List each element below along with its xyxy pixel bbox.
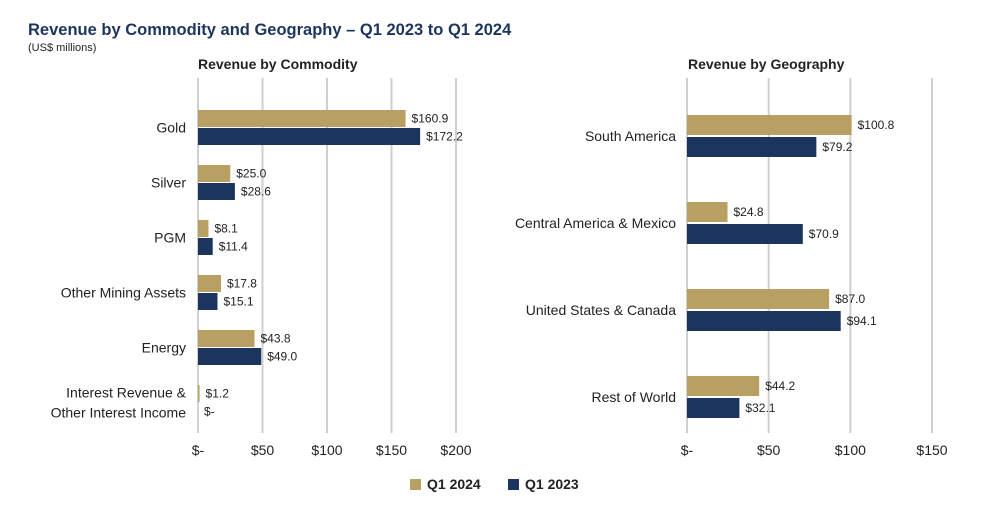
category-label-commodity: Energy (142, 340, 186, 356)
legend-label-q1-2023: Q1 2023 (525, 476, 579, 492)
bar-commodity-q1-2024 (198, 275, 221, 292)
bar-commodity-q1-2023 (198, 238, 213, 255)
panel-title-commodity: Revenue by Commodity (198, 56, 358, 72)
data-label-geography: $100.8 (858, 118, 895, 132)
category-label-line: PGM (154, 230, 186, 246)
data-label-commodity: $160.9 (412, 112, 449, 126)
data-label-commodity: $17.8 (227, 277, 257, 291)
category-label-commodity: Other Mining Assets (61, 285, 186, 301)
category-label-line: Silver (151, 175, 186, 191)
category-label-geography: Rest of World (591, 389, 676, 405)
category-label-line: United States & Canada (526, 302, 676, 318)
category-label-line: Energy (142, 340, 186, 356)
data-label-commodity: $43.8 (261, 332, 291, 346)
data-label-commodity: $25.0 (236, 167, 266, 181)
bar-geography-q1-2023 (687, 398, 740, 418)
category-label-line: Rest of World (591, 389, 676, 405)
x-tick-label-commodity: $200 (440, 442, 471, 458)
bar-commodity-q1-2024 (198, 330, 255, 347)
x-tick-label-commodity: $100 (311, 442, 342, 458)
bar-commodity-q1-2024 (198, 110, 406, 127)
bar-geography-q1-2024 (687, 376, 760, 396)
legend-item-q1-2023: Q1 2023 (508, 476, 579, 492)
x-tick-label-geography: $150 (916, 442, 947, 458)
data-label-geography: $32.1 (745, 401, 775, 415)
data-label-commodity: $1.2 (206, 387, 230, 401)
bar-geography-q1-2024 (687, 115, 852, 135)
category-label-commodity: Interest Revenue & Other Interest Income (51, 385, 187, 421)
data-label-commodity: $15.1 (223, 295, 253, 309)
bar-geography-q1-2024 (687, 202, 728, 222)
bar-geography-q1-2023 (687, 137, 817, 157)
category-label-commodity: Gold (156, 120, 186, 136)
category-label-line: Interest Revenue & (66, 385, 187, 401)
x-tick-label-commodity: $- (192, 442, 205, 458)
category-label-geography: South America (585, 128, 676, 144)
data-label-commodity: $28.6 (241, 185, 271, 199)
data-label-geography: $44.2 (765, 379, 795, 393)
page-title: Revenue by Commodity and Geography – Q1 … (28, 21, 512, 39)
bar-geography-q1-2023 (687, 224, 803, 244)
data-label-geography: $24.8 (734, 205, 764, 219)
legend-label-q1-2024: Q1 2024 (427, 476, 481, 492)
category-label-commodity: Silver (151, 175, 186, 191)
bar-commodity-q1-2023 (198, 128, 421, 145)
x-tick-label-geography: $100 (835, 442, 866, 458)
data-label-geography: $70.9 (809, 227, 839, 241)
chart-canvas: Revenue by Commodity $- $50 $100 $150 $200 $16… (51, 56, 948, 458)
data-label-geography: $79.2 (822, 140, 852, 154)
units-subtitle: (US$ millions) (28, 42, 97, 54)
bar-commodity-q1-2024 (198, 385, 200, 402)
bar-geography-q1-2024 (687, 289, 830, 309)
category-label-line: Central America & Mexico (515, 215, 676, 231)
x-tick-label-commodity: $150 (376, 442, 407, 458)
category-label-commodity: PGM (154, 230, 186, 246)
legend-swatch-q1-2023 (508, 478, 519, 490)
x-tick-label-geography: $- (681, 442, 694, 458)
legend-item-q1-2024: Q1 2024 (410, 476, 481, 492)
bar-commodity-q1-2024 (198, 165, 231, 182)
data-label-geography: $87.0 (835, 292, 865, 306)
category-label-line: Gold (156, 120, 186, 136)
x-tick-label-geography: $50 (757, 442, 781, 458)
data-label-geography: $94.1 (847, 314, 877, 328)
data-label-commodity: $49.0 (267, 350, 297, 364)
category-label-line: Other Mining Assets (61, 285, 186, 301)
bar-geography-q1-2023 (687, 311, 841, 331)
category-label-line: Other Interest Income (51, 405, 187, 421)
data-label-commodity: $- (204, 405, 215, 419)
bar-commodity-q1-2023 (198, 183, 235, 200)
panel-title-geography: Revenue by Geography (688, 56, 845, 72)
category-label-geography: United States & Canada (526, 302, 676, 318)
category-label-geography: Central America & Mexico (515, 215, 676, 231)
data-label-commodity: $8.1 (214, 222, 238, 236)
x-tick-label-commodity: $50 (251, 442, 275, 458)
bar-commodity-q1-2023 (198, 293, 218, 310)
bar-commodity-q1-2023 (198, 348, 262, 365)
data-label-commodity: $11.4 (219, 240, 248, 254)
category-label-line: South America (585, 128, 676, 144)
bar-commodity-q1-2024 (198, 220, 209, 237)
legend-swatch-q1-2024 (410, 478, 421, 490)
data-label-commodity: $172.2 (426, 130, 463, 144)
